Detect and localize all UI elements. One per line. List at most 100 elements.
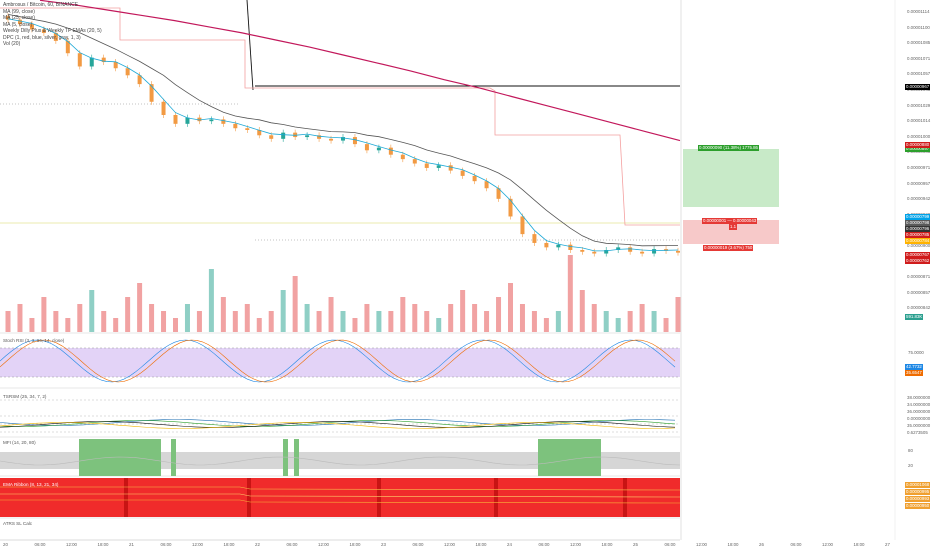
volume-bar	[639, 304, 645, 332]
candle	[329, 138, 334, 141]
time-tick: 18:00	[853, 542, 865, 547]
mfi-line	[0, 456, 681, 466]
candle	[472, 175, 477, 182]
price-tag: 0.00000785	[905, 232, 931, 238]
legend-item: Ambrosus / Bitcoin, 60, BINANCE	[3, 2, 79, 8]
time-tick: 27	[885, 542, 890, 547]
ribbon-band	[623, 478, 627, 517]
weekly-level	[0, 7, 680, 226]
tsrsm-pane-label: TSRSM (25, 34, 7, 2)	[3, 394, 47, 399]
volume-bar	[137, 283, 143, 332]
volume-bar	[220, 297, 226, 332]
candle	[448, 165, 453, 171]
candle	[376, 147, 381, 151]
volume-bar	[304, 304, 310, 332]
time-tick: 12:00	[192, 542, 203, 547]
tsrsm-line	[0, 421, 676, 428]
volume-bar	[388, 311, 394, 332]
volume-bar	[412, 304, 418, 332]
price-tick: 0.00001057	[907, 71, 931, 77]
volume-bar	[101, 311, 107, 332]
time-tick: 06:00	[286, 542, 298, 547]
price-tag: 0.00000967	[905, 84, 931, 90]
tsrsm-tick: 36.0000000	[907, 409, 931, 414]
legend-item: MA (99, close)	[3, 8, 35, 15]
candle	[305, 135, 310, 138]
candle	[113, 62, 118, 69]
volume-bar	[280, 290, 286, 332]
stoch-pane-label: Stoch RSI (3, 3, 14, 14, close)	[3, 338, 65, 343]
volume-bar	[29, 318, 35, 332]
legend-item: MA (25, close)	[3, 15, 35, 21]
volume-bar	[484, 311, 490, 332]
volume-bar	[340, 311, 346, 332]
volume-bar	[17, 304, 23, 332]
volume-bar	[424, 311, 430, 332]
entry-sub-label: 1.1	[729, 224, 738, 230]
ribbon-tick: 0.00000993	[905, 496, 931, 502]
volume-bar	[292, 276, 298, 332]
candle	[53, 32, 58, 41]
volume-bar	[77, 304, 83, 332]
candle	[520, 216, 525, 235]
volume-bar	[53, 311, 59, 332]
volume-bar	[173, 318, 178, 332]
candle	[412, 159, 417, 164]
volume-bar	[232, 311, 238, 332]
mfi-highlight	[171, 439, 176, 476]
volume-bar	[603, 311, 609, 332]
candle	[101, 57, 106, 63]
volume-bar	[161, 311, 167, 332]
volume-bar	[531, 311, 537, 332]
time-tick: 25	[633, 542, 638, 547]
time-tick: 12:00	[696, 542, 707, 547]
price-tag: 0.00000880	[905, 142, 931, 148]
time-tick: 18:00	[223, 542, 235, 547]
candle	[508, 198, 513, 217]
stop-label: 0.00000019 (3.67%) 750	[703, 245, 754, 251]
candle	[568, 244, 573, 250]
volume-bar	[184, 304, 190, 332]
price-tick: 0.00000957	[907, 180, 931, 186]
volume-bar	[400, 297, 406, 332]
volume-bar	[125, 297, 131, 332]
volume-bar	[208, 269, 214, 332]
price-tick: 0.00000842	[907, 305, 931, 311]
candle	[245, 128, 250, 130]
ribbon-tick: 0.00000995	[905, 489, 931, 495]
volume-bar	[496, 297, 502, 332]
volume-bar	[352, 318, 358, 332]
time-tick: 12:00	[570, 542, 581, 547]
ribbon-band	[247, 478, 251, 517]
ribbon-tick: 0.00001068	[905, 482, 931, 488]
candle	[185, 117, 190, 124]
volume-bar	[89, 290, 95, 332]
mfi-highlight	[294, 439, 299, 476]
time-tick: 12:00	[822, 542, 833, 547]
candle	[293, 132, 298, 138]
candle	[137, 75, 142, 85]
time-tick: 06:00	[34, 542, 46, 547]
candle	[233, 123, 238, 129]
ribbon-band	[124, 478, 128, 517]
candle	[604, 250, 609, 254]
time-tick: 06:00	[664, 542, 676, 547]
mfi-pane-label: MFI (14, 20, 80)	[3, 440, 36, 445]
time-tick: 20	[3, 542, 8, 547]
legend: Ambrosus / Bitcoin, 60, BINANCE MA (99, c…	[3, 2, 102, 48]
time-tick: 12:00	[66, 542, 77, 547]
volume-bar	[436, 318, 442, 332]
time-tick: 26	[759, 542, 764, 547]
price-tag: 0.00000897	[905, 146, 931, 152]
ma99-line	[39, 0, 681, 142]
ribbon-line	[0, 493, 681, 498]
candle	[400, 154, 405, 160]
candle	[676, 250, 680, 253]
candle	[89, 57, 94, 67]
price-tag: 0.00000762	[905, 258, 931, 264]
tsrsm-tick: 0.6273505	[907, 430, 928, 435]
candle	[317, 135, 322, 139]
price-tick: 0.00001000	[907, 133, 931, 139]
